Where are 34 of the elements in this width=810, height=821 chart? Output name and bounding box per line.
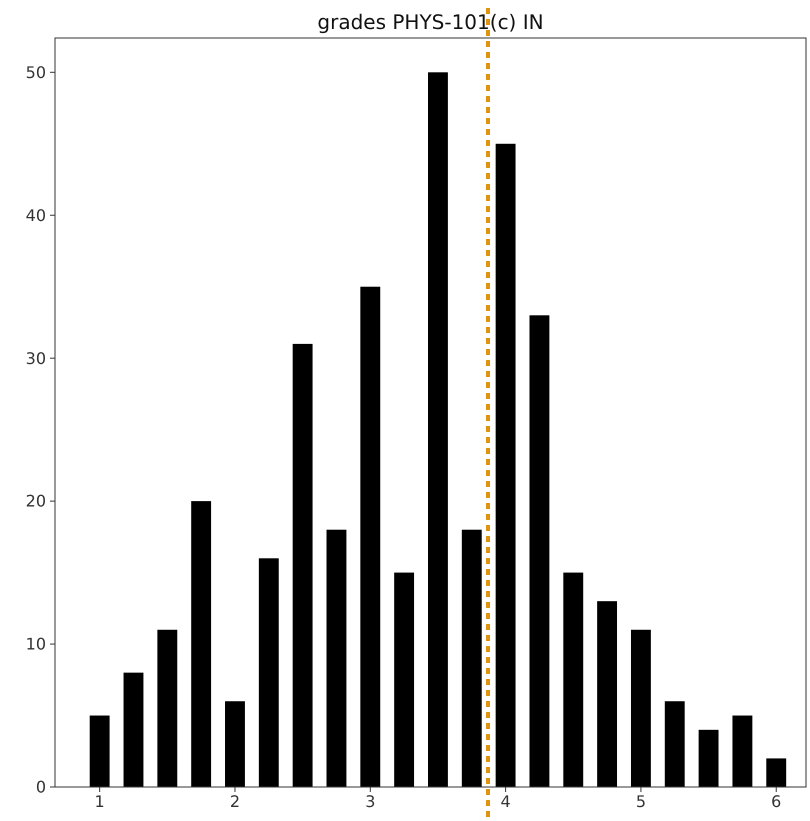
bar <box>766 758 786 787</box>
bar <box>157 630 178 787</box>
bar <box>292 344 313 787</box>
y-tick-label: 20 <box>26 492 46 511</box>
bar <box>529 315 550 787</box>
bar <box>394 572 414 787</box>
bar <box>258 558 279 787</box>
bar <box>124 672 144 787</box>
x-tick-label: 5 <box>636 792 646 811</box>
y-tick-label: 0 <box>36 778 46 797</box>
x-tick-label: 3 <box>365 792 376 811</box>
bar <box>462 530 482 787</box>
chart-title: grades PHYS-101(c) IN <box>317 10 544 34</box>
bar <box>225 701 245 787</box>
bar <box>664 701 685 787</box>
y-tick-label: 30 <box>26 348 46 368</box>
y-tick-label: 40 <box>26 206 46 225</box>
x-tick-label: 6 <box>771 792 782 811</box>
y-tick-label: 50 <box>26 62 46 82</box>
bar <box>326 530 346 787</box>
bar <box>360 286 380 787</box>
bar <box>90 716 110 787</box>
y-tick-label: 10 <box>26 634 46 654</box>
x-tick-label: 1 <box>94 792 105 811</box>
bar <box>698 730 719 787</box>
bar <box>563 572 584 787</box>
bar <box>496 144 516 787</box>
bar <box>597 601 618 787</box>
bar <box>732 716 752 787</box>
bar <box>191 501 212 787</box>
x-tick-label: 2 <box>230 792 240 811</box>
bar <box>428 72 448 787</box>
bar <box>630 630 651 787</box>
x-tick-label: 4 <box>500 792 511 811</box>
